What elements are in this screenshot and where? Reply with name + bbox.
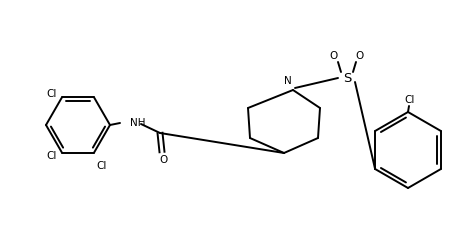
- Text: NH: NH: [130, 118, 146, 128]
- Text: Cl: Cl: [405, 95, 415, 105]
- Text: O: O: [160, 155, 168, 165]
- Text: Cl: Cl: [96, 161, 106, 171]
- Text: Cl: Cl: [46, 151, 56, 161]
- Text: N: N: [284, 76, 292, 86]
- Text: O: O: [356, 51, 364, 61]
- Text: Cl: Cl: [46, 89, 56, 99]
- Text: S: S: [343, 71, 351, 84]
- Text: O: O: [330, 51, 338, 61]
